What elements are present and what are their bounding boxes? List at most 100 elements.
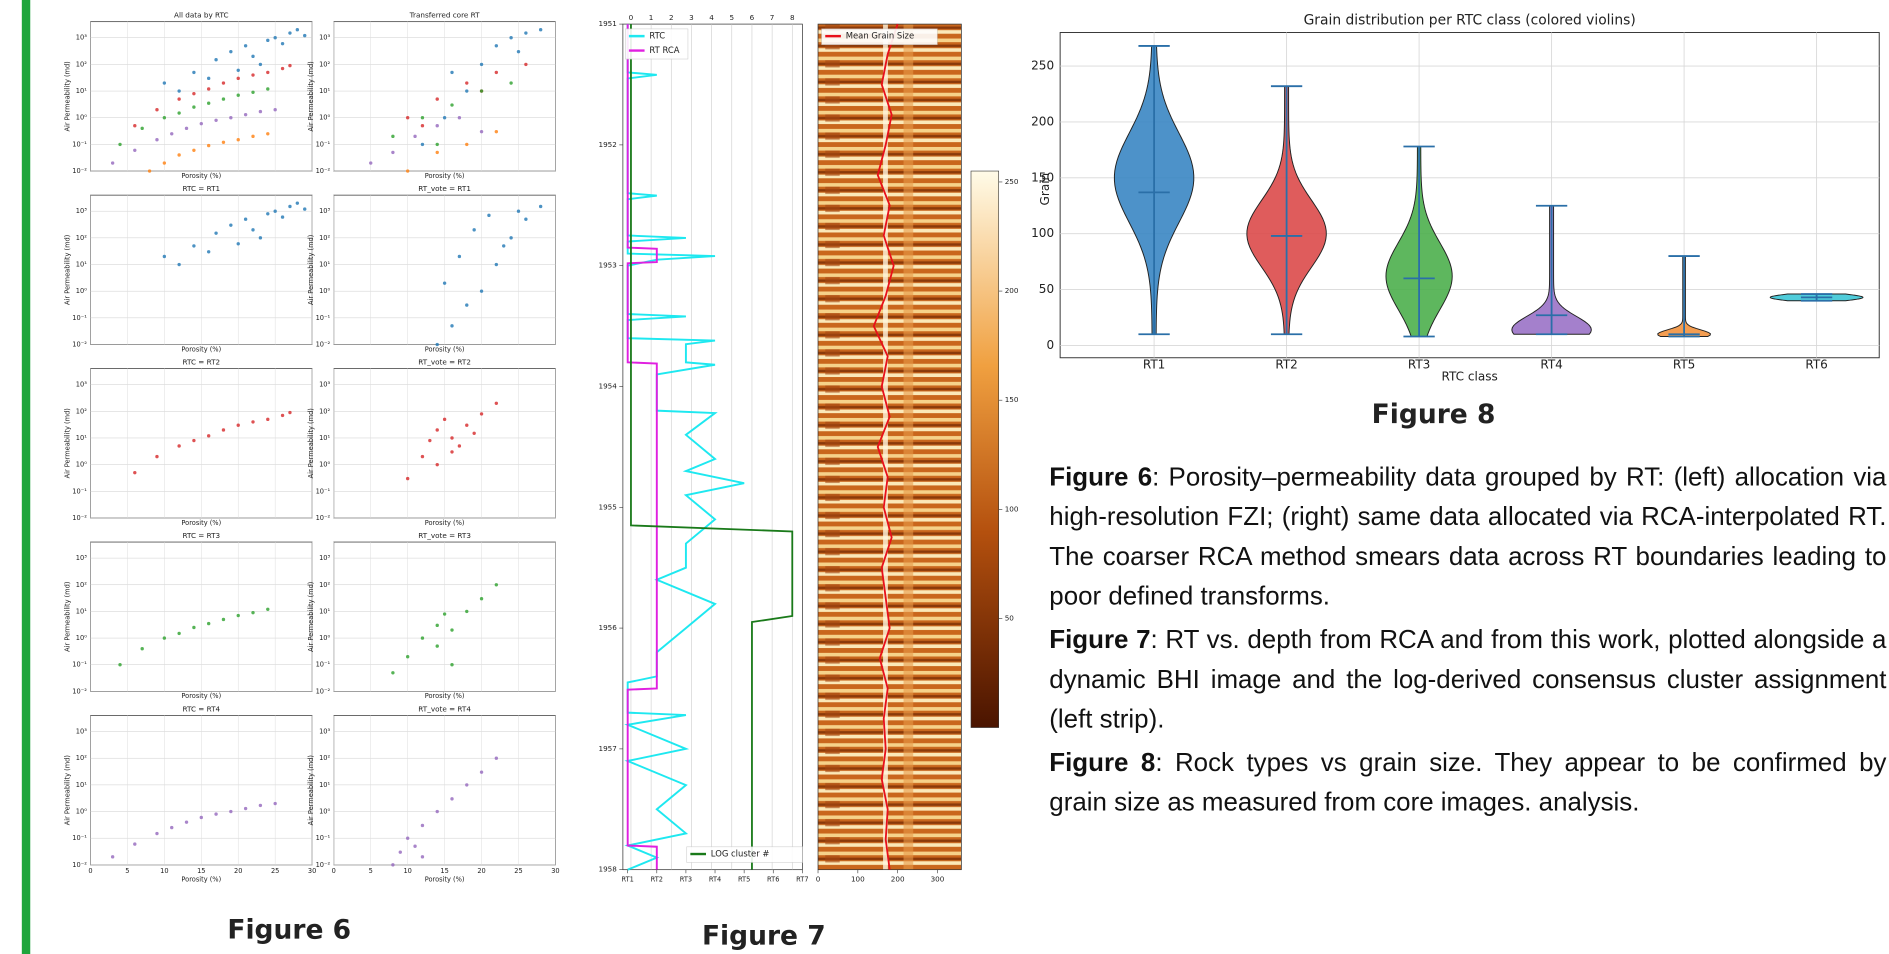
scatter-point bbox=[450, 324, 454, 328]
scatter-point bbox=[251, 228, 255, 232]
scatter-point bbox=[266, 607, 270, 611]
y-tick-label: 10¹ bbox=[76, 607, 87, 615]
x-axis-label: Porosity (%) bbox=[181, 172, 221, 180]
y-tick-label: 10² bbox=[319, 60, 330, 68]
scatter-point bbox=[251, 420, 255, 424]
scatter-point bbox=[221, 81, 226, 85]
y-tick-label: 10³ bbox=[76, 728, 87, 736]
scatter-point bbox=[251, 90, 255, 94]
scatter-point bbox=[236, 76, 240, 81]
y-tick-label: 10⁻¹ bbox=[72, 487, 87, 495]
x-tick-label: 0 bbox=[629, 13, 634, 22]
scatter-point bbox=[391, 150, 395, 155]
scatter-point bbox=[214, 118, 218, 122]
scatter-point bbox=[177, 631, 181, 636]
x2-tick-label: RT1 bbox=[622, 875, 634, 883]
y-tick-label: 10¹ bbox=[319, 781, 330, 789]
y-tick-label: 10¹ bbox=[76, 781, 87, 789]
scatter-point bbox=[288, 63, 292, 68]
x-tick-label: RT3 bbox=[1408, 357, 1431, 371]
x2-tick-label: RT7 bbox=[796, 875, 808, 883]
scatter-point bbox=[192, 438, 196, 443]
y-tick-label: 10⁰ bbox=[76, 114, 87, 122]
x-tick-label: RT1 bbox=[1143, 357, 1166, 371]
scatter-point bbox=[509, 81, 513, 85]
scatter-point bbox=[420, 116, 425, 120]
legend-box bbox=[686, 846, 803, 863]
scatter-point bbox=[140, 126, 144, 131]
scatter-point bbox=[236, 138, 240, 142]
scatter-point bbox=[435, 462, 439, 467]
y-tick-label: 10² bbox=[76, 60, 87, 68]
scatter-point bbox=[450, 103, 454, 107]
scatter-point bbox=[236, 93, 240, 97]
scatter-point bbox=[147, 169, 152, 173]
y-axis-label: Air Permeability (md) bbox=[64, 581, 72, 652]
scatter-point bbox=[177, 111, 181, 115]
panel-title: RT_vote = RT3 bbox=[418, 531, 471, 540]
scatter-point bbox=[450, 450, 454, 454]
x-tick-label: RT2 bbox=[1275, 357, 1298, 371]
bhi-image bbox=[818, 24, 962, 870]
panel-title: RTC = RT2 bbox=[182, 358, 220, 367]
colorbar-tick-label: 250 bbox=[1005, 177, 1019, 186]
scatter-point bbox=[465, 783, 469, 787]
y-tick-label: 100 bbox=[1031, 226, 1054, 240]
scatter-point bbox=[177, 444, 181, 448]
scatter-point bbox=[155, 454, 159, 459]
scatter-point bbox=[258, 62, 263, 67]
scatter-point bbox=[133, 148, 137, 152]
x-tick-label: 0 bbox=[88, 867, 92, 875]
y-tick-label: 10⁻² bbox=[72, 514, 87, 522]
scatter-point bbox=[435, 124, 439, 128]
log-line bbox=[872, 23, 899, 870]
scatter-point bbox=[405, 836, 410, 840]
y-tick-label: 10⁻² bbox=[72, 340, 87, 348]
scatter-point bbox=[280, 66, 285, 71]
legend-label: RTC bbox=[649, 31, 665, 41]
scatter-point bbox=[494, 44, 499, 48]
y-tick-label: 10² bbox=[319, 754, 330, 762]
scatter-point bbox=[155, 108, 159, 112]
scatter-point bbox=[206, 76, 211, 81]
scatter-point bbox=[266, 212, 270, 216]
y-tick-label: 10³ bbox=[319, 207, 330, 215]
y-axis-label: Air Permeability (md) bbox=[307, 581, 315, 652]
scatter-point bbox=[465, 142, 469, 147]
y-tick-label: 10⁻¹ bbox=[72, 140, 87, 148]
scatter-point bbox=[288, 410, 292, 415]
scatter-point bbox=[295, 201, 300, 205]
x2-tick-label: RT5 bbox=[738, 875, 750, 883]
scatter-point bbox=[177, 89, 181, 93]
x-axis-label: Porosity (%) bbox=[181, 345, 221, 353]
track-frame bbox=[622, 23, 803, 871]
legend-box bbox=[821, 28, 938, 45]
figure-label: Figure 8 bbox=[1372, 399, 1496, 430]
scatter-point bbox=[184, 820, 189, 824]
scatter-point bbox=[303, 33, 307, 38]
scatter-point bbox=[465, 609, 469, 614]
scatter-point bbox=[280, 413, 285, 418]
scatter-point bbox=[162, 254, 167, 259]
scatter-point bbox=[236, 613, 240, 618]
y-tick-label: 10³ bbox=[76, 207, 87, 215]
scatter-point bbox=[391, 134, 395, 139]
x-tick-label: 200 bbox=[891, 874, 905, 883]
x-tick-label: 15 bbox=[440, 867, 448, 875]
x-tick-label: 30 bbox=[551, 867, 559, 875]
scatter-point bbox=[420, 636, 425, 640]
panel-title: RT_vote = RT4 bbox=[418, 704, 471, 713]
y-tick-label: 10⁻¹ bbox=[316, 487, 331, 495]
log-line bbox=[624, 24, 745, 871]
colorbar-tick-label: 50 bbox=[1005, 613, 1015, 622]
y-tick-label: 10⁻¹ bbox=[316, 314, 331, 322]
x-tick-label: 25 bbox=[271, 867, 279, 875]
scatter-point bbox=[162, 81, 167, 85]
scatter-point bbox=[538, 28, 543, 32]
x-tick-label: 7 bbox=[770, 13, 775, 22]
scatter-point bbox=[162, 116, 167, 120]
x-axis-label: Porosity (%) bbox=[425, 345, 465, 353]
scatter-point bbox=[420, 124, 425, 128]
scatter-point bbox=[192, 70, 196, 75]
